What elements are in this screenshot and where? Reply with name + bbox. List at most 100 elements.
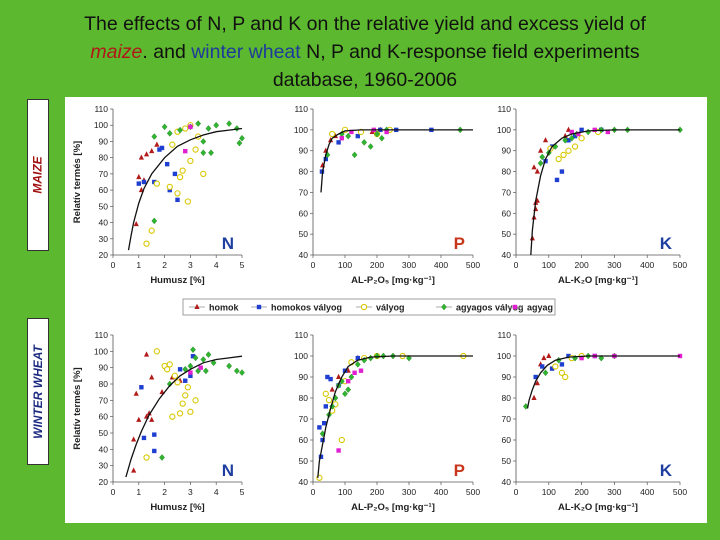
- point-homok: [328, 137, 334, 143]
- point-homok: [154, 141, 160, 147]
- y-axis-title: Relatív termés [%]: [72, 141, 83, 223]
- point-agyagos-vályog: [151, 133, 158, 140]
- y-axis-title: Relatív termés [%]: [72, 367, 83, 449]
- x-tick-label: 0: [311, 260, 316, 270]
- page-title: The effects of N, P and K on the relativ…: [20, 10, 710, 94]
- y-tick-label: 30: [99, 234, 109, 244]
- y-tick-label: 100: [294, 125, 308, 135]
- point-vályog: [555, 155, 562, 163]
- point-homokos-vályog: [190, 354, 196, 359]
- point-homokos-vályog: [141, 435, 147, 441]
- point-vályog: [329, 130, 336, 138]
- point-vályog: [562, 373, 569, 381]
- point-agyagos-vályog: [542, 369, 549, 377]
- y-tick-label: 80: [299, 393, 309, 403]
- y-tick-label: 40: [299, 250, 309, 260]
- x-axis-title: Humusz [%]: [150, 275, 204, 286]
- point-agyag: [358, 368, 364, 373]
- point-vályog: [192, 397, 199, 404]
- point-vályog: [169, 413, 176, 420]
- point-vályog: [176, 410, 184, 417]
- plot-area: [113, 335, 242, 482]
- point-vályog: [552, 363, 559, 370]
- point-homokos-vályog: [318, 454, 324, 459]
- y-tick-label: 90: [299, 146, 309, 156]
- point-homokos-vályog: [355, 133, 360, 139]
- y-tick-label: 20: [99, 250, 109, 260]
- point-vályog: [325, 396, 333, 404]
- x-axis-title: AL-K₂O [mg·kg⁻¹]: [558, 502, 638, 513]
- y-tick-label: 30: [99, 461, 109, 471]
- y-tick-label: 40: [502, 477, 512, 487]
- point-vályog: [565, 147, 572, 154]
- y-tick-label: 90: [99, 136, 109, 146]
- x-tick-label: 300: [607, 487, 621, 497]
- point-vályog: [184, 198, 191, 205]
- point-vályog: [560, 151, 567, 159]
- point-vályog: [571, 143, 579, 150]
- point-homokos-vályog: [183, 378, 188, 383]
- point-homokos-vályog: [328, 376, 333, 382]
- x-tick-label: 200: [370, 487, 384, 497]
- y-tick-label: 100: [94, 120, 108, 130]
- point-agyagos-vályog: [345, 386, 352, 393]
- point-homok: [534, 168, 540, 174]
- point-vályog: [322, 390, 329, 397]
- point-agyagos-vályog: [213, 121, 220, 129]
- legend-label-homok: homok: [209, 303, 239, 313]
- y-tick-label: 60: [299, 208, 309, 218]
- point-vályog: [187, 157, 194, 165]
- point-agyagos-vályog: [151, 217, 158, 225]
- x-tick-label: 200: [370, 260, 384, 270]
- response-curve: [320, 129, 473, 193]
- y-tick-label: 70: [299, 187, 309, 197]
- point-homokos-vályog: [177, 367, 183, 372]
- point-homokos-vályog: [559, 362, 565, 367]
- point-homok: [131, 467, 137, 473]
- x-tick-label: 4: [214, 260, 219, 270]
- point-homok: [136, 173, 142, 180]
- point-homokos-vályog: [164, 161, 170, 167]
- point-homokos-vályog: [136, 181, 141, 186]
- y-tick-label: 50: [299, 456, 309, 466]
- x-tick-label: 100: [542, 487, 556, 497]
- point-homokos-vályog: [323, 404, 328, 409]
- x-tick-label: 1: [136, 260, 141, 270]
- legend: homok homokos vályog vályog agyagos vályog a…: [182, 298, 556, 316]
- point-homokos-vályog: [540, 364, 545, 369]
- y-tick-label: 40: [99, 218, 109, 228]
- point-homokos-vályog: [572, 133, 578, 139]
- point-agyagos-vályog: [166, 130, 173, 137]
- legend-marker-vályog: [360, 303, 368, 311]
- point-agyagos-vályog: [190, 346, 196, 354]
- point-agyagos-vályog: [177, 126, 183, 134]
- y-tick-label: 110: [294, 104, 308, 114]
- point-agyagos-vályog: [345, 132, 352, 140]
- row-label-maize: MAIZE: [27, 99, 49, 251]
- point-homok: [138, 154, 144, 160]
- point-homokos-vályog: [566, 353, 571, 359]
- legend-marker-homokos-vályog: [256, 304, 262, 310]
- point-vályog: [148, 227, 155, 234]
- x-tick-label: 4: [214, 487, 219, 497]
- y-tick-label: 20: [99, 477, 109, 487]
- nutrient-tag: N: [222, 461, 234, 480]
- y-tick-label: 110: [94, 330, 108, 340]
- point-agyagos-vályog: [205, 351, 212, 358]
- point-vályog: [558, 369, 566, 376]
- plot-area: [313, 335, 473, 482]
- x-tick-label: 300: [402, 260, 416, 270]
- point-homokos-vályog: [336, 140, 341, 145]
- point-vályog: [153, 348, 161, 355]
- x-tick-label: 5: [240, 487, 245, 497]
- point-homok: [131, 436, 137, 442]
- y-tick-label: 90: [299, 372, 309, 382]
- x-tick-label: 3: [188, 260, 193, 270]
- y-tick-label: 90: [502, 146, 512, 156]
- point-homokos-vályog: [554, 177, 560, 183]
- x-tick-label: 1: [136, 487, 141, 497]
- x-tick-label: 400: [434, 260, 448, 270]
- point-homok: [143, 151, 150, 157]
- y-tick-label: 60: [99, 412, 109, 422]
